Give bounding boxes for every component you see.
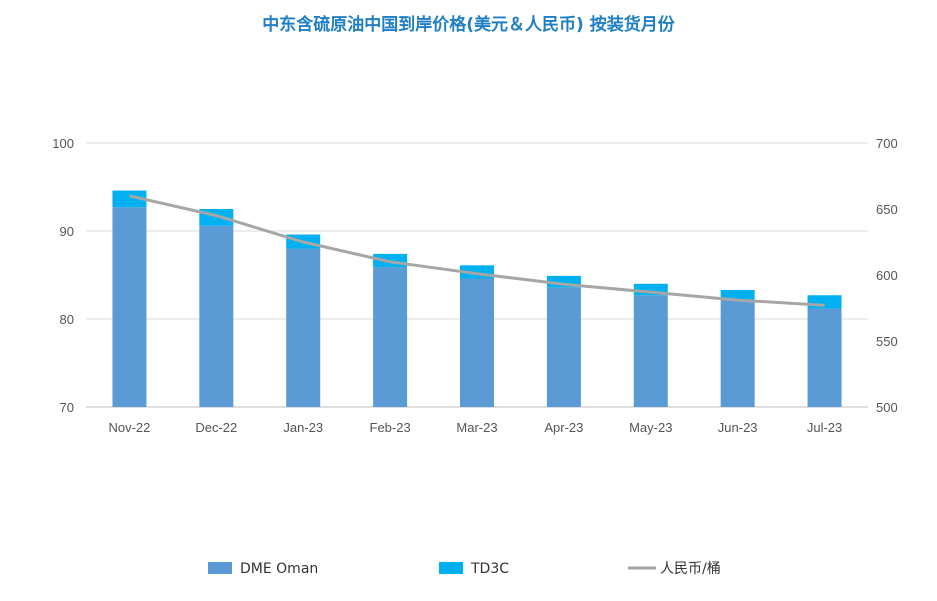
line-rmb-per-barrel <box>129 194 825 307</box>
bar-dme-oman <box>460 278 494 407</box>
legend-swatch-td3c <box>439 562 463 574</box>
bar-td3c <box>546 275 581 288</box>
bar-dme-oman <box>546 287 581 407</box>
y-right-tick-label: 550 <box>876 334 898 349</box>
chart-title: 中东含硫原油中国到岸价格(美元＆人民币) 按装货月份 <box>262 15 675 35</box>
x-tick-label: Nov-22 <box>108 420 150 435</box>
x-tick-label: Feb-23 <box>370 420 411 435</box>
bar-dme-oman <box>807 308 842 407</box>
bar-td3c <box>112 190 147 208</box>
x-tick-label: Mar-23 <box>456 420 497 435</box>
bar-dme-oman <box>286 248 321 407</box>
y-right-tick-label: 650 <box>876 202 898 217</box>
bar-dme-oman <box>199 225 234 407</box>
x-tick-label: Jul-23 <box>807 420 842 435</box>
y-left-tick-label: 100 <box>52 136 74 151</box>
bar-dme-oman <box>373 267 408 407</box>
bar-dme-oman <box>720 299 755 407</box>
bar-dme-oman <box>633 295 668 407</box>
bar-dme-oman <box>112 207 147 407</box>
x-tick-label: Jan-23 <box>283 420 323 435</box>
y-right-tick-label: 500 <box>876 400 898 415</box>
legend-label-td3c: TD3C <box>470 561 509 577</box>
x-tick-label: May-23 <box>629 420 672 435</box>
y-left-tick-label: 80 <box>60 312 74 327</box>
bar-td3c <box>720 289 755 300</box>
y-right-tick-label: 700 <box>876 136 898 151</box>
y-left-tick-label: 90 <box>60 224 74 239</box>
legend-label-rmb: 人民币/桶 <box>660 561 721 577</box>
legend-swatch-dme-oman <box>208 562 232 574</box>
x-tick-label: Apr-23 <box>544 420 583 435</box>
y-left-tick-label: 70 <box>60 400 74 415</box>
legend-label-dme-oman: DME Oman <box>240 561 318 577</box>
x-tick-label: Dec-22 <box>195 420 237 435</box>
bar-td3c <box>633 283 668 296</box>
bar-td3c <box>807 295 842 309</box>
y-right-tick-label: 600 <box>876 268 898 283</box>
x-tick-label: Jun-23 <box>718 420 758 435</box>
